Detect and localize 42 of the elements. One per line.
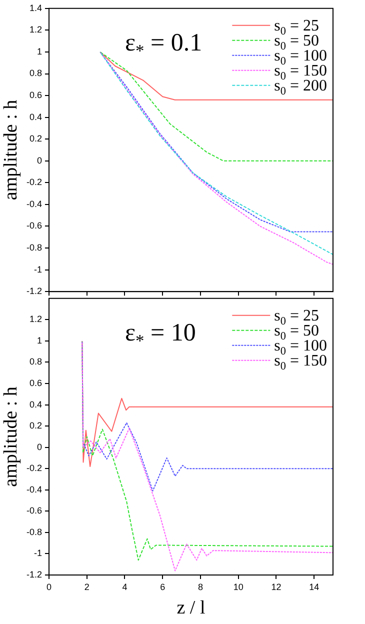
y-tick-label: 0 [36,442,42,452]
x-axis-title: z / l [176,598,206,619]
y-tick-label: 0.2 [29,134,42,144]
y-axis-title: amplitude : h [0,386,22,487]
y-tick-label: -1 [34,548,42,558]
y-tick-label: 0.4 [29,399,42,410]
y-tick-label: 0.8 [29,68,42,78]
y-tick-label: -0.2 [26,463,42,474]
y-tick-label: 0.6 [29,90,42,100]
y-tick-label: 0 [36,155,42,166]
line-series [82,340,333,492]
x-tick-label: 4 [122,582,128,592]
y-tick-label: 1 [36,335,42,346]
y-tick-label: -0.8 [26,242,42,253]
y-tick-label: 1.2 [29,24,42,35]
y-tick-label: 0.8 [29,356,42,367]
y-tick-label: -0.4 [26,484,42,494]
y-tick-label: 1.4 [29,2,42,13]
x-tick-label: 14 [309,582,320,592]
y-tick-label: 0.2 [29,420,42,431]
annotation: ε* = 10 [125,319,196,351]
y-tick-label: 1.2 [29,314,42,324]
y-tick-label: -1.2 [26,569,42,580]
y-tick-label: -0.6 [26,220,42,231]
x-tick-label: 0 [46,582,52,592]
y-tick-label: 0.4 [29,112,42,122]
y-tick-label: -0.2 [26,177,42,188]
y-axis-title: amplitude : h [0,99,22,200]
y-tick-label: 0.6 [29,378,42,388]
y-tick-label: -1.2 [26,286,42,296]
y-tick-label: -0.8 [26,526,42,537]
x-tick-label: 2 [84,582,90,592]
x-tick-label: 12 [271,582,282,592]
y-tick-label: -1 [34,264,42,274]
x-tick-label: 6 [160,582,166,592]
annotation: ε* = 0.1 [125,29,202,61]
y-tick-label: 1 [36,46,42,56]
line-series [100,51,333,162]
y-tick-label: -0.4 [26,198,42,209]
x-tick-label: 8 [198,582,203,592]
x-tick-label: 10 [233,582,244,592]
y-tick-label: -0.6 [26,506,42,516]
